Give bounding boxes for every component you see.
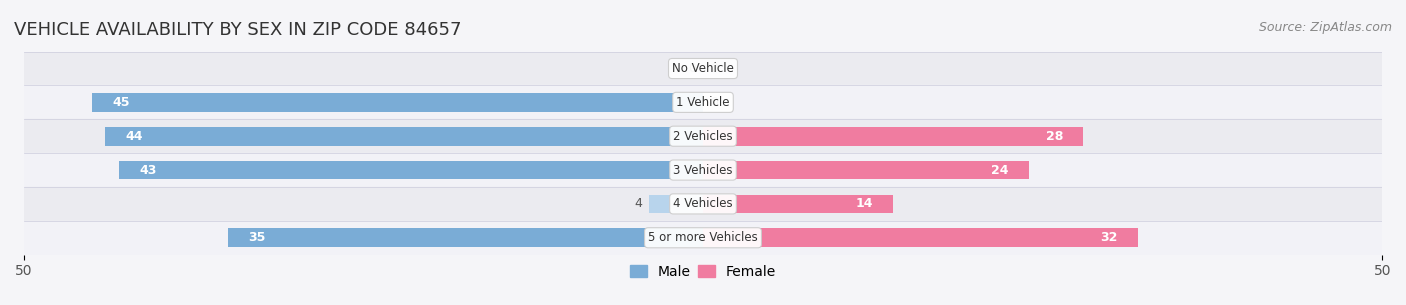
Text: 5 or more Vehicles: 5 or more Vehicles — [648, 231, 758, 244]
Bar — [120, 161, 703, 179]
Text: 35: 35 — [247, 231, 266, 244]
Bar — [703, 127, 1084, 145]
Bar — [703, 195, 893, 213]
Text: 32: 32 — [1099, 231, 1118, 244]
Text: 0: 0 — [710, 62, 718, 75]
Text: VEHICLE AVAILABILITY BY SEX IN ZIP CODE 84657: VEHICLE AVAILABILITY BY SEX IN ZIP CODE … — [14, 21, 461, 39]
Text: 3 Vehicles: 3 Vehicles — [673, 163, 733, 177]
Text: 4: 4 — [634, 197, 643, 210]
Bar — [24, 221, 1382, 255]
Text: 44: 44 — [125, 130, 143, 143]
Bar — [24, 85, 1382, 119]
Bar — [228, 228, 703, 247]
Bar — [105, 127, 703, 145]
Bar — [24, 119, 1382, 153]
Bar — [24, 153, 1382, 187]
Text: No Vehicle: No Vehicle — [672, 62, 734, 75]
Text: 45: 45 — [112, 96, 129, 109]
Legend: Male, Female: Male, Female — [624, 259, 782, 284]
Text: 2 Vehicles: 2 Vehicles — [673, 130, 733, 143]
Bar — [24, 52, 1382, 85]
Text: 43: 43 — [139, 163, 156, 177]
Text: 4 Vehicles: 4 Vehicles — [673, 197, 733, 210]
Bar — [648, 195, 703, 213]
Bar — [91, 93, 703, 112]
Text: 14: 14 — [855, 197, 873, 210]
Text: 28: 28 — [1046, 130, 1063, 143]
Bar — [703, 228, 1137, 247]
Bar — [703, 161, 1029, 179]
Text: Source: ZipAtlas.com: Source: ZipAtlas.com — [1258, 21, 1392, 34]
Text: 1 Vehicle: 1 Vehicle — [676, 96, 730, 109]
Bar — [24, 187, 1382, 221]
Text: 24: 24 — [991, 163, 1008, 177]
Text: 0: 0 — [710, 96, 718, 109]
Text: 0: 0 — [688, 62, 696, 75]
